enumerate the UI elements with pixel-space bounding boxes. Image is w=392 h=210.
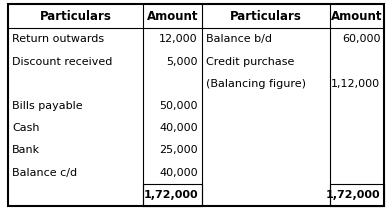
Text: 60,000: 60,000: [342, 34, 380, 45]
Text: Return outwards: Return outwards: [13, 34, 105, 45]
Text: 1,12,000: 1,12,000: [331, 79, 380, 89]
Text: 40,000: 40,000: [159, 123, 198, 133]
Text: 50,000: 50,000: [160, 101, 198, 111]
Text: Credit purchase: Credit purchase: [206, 57, 294, 67]
Text: 5,000: 5,000: [166, 57, 198, 67]
Text: Particulars: Particulars: [40, 10, 111, 23]
Text: Cash: Cash: [13, 123, 40, 133]
Text: Bank: Bank: [13, 145, 40, 155]
Text: 25,000: 25,000: [159, 145, 198, 155]
Text: Discount received: Discount received: [13, 57, 113, 67]
Text: 1,72,000: 1,72,000: [326, 190, 380, 200]
Bar: [330, 184, 384, 206]
Text: 12,000: 12,000: [159, 34, 198, 45]
Text: Amount: Amount: [147, 10, 198, 23]
Text: Amount: Amount: [331, 10, 383, 23]
Bar: [143, 184, 201, 206]
Text: 40,000: 40,000: [159, 168, 198, 177]
Text: Bills payable: Bills payable: [13, 101, 83, 111]
Text: (Balancing figure): (Balancing figure): [206, 79, 306, 89]
Text: 1,72,000: 1,72,000: [143, 190, 198, 200]
Text: Balance c/d: Balance c/d: [13, 168, 78, 177]
Text: Particulars: Particulars: [230, 10, 301, 23]
Text: Balance b/d: Balance b/d: [206, 34, 272, 45]
